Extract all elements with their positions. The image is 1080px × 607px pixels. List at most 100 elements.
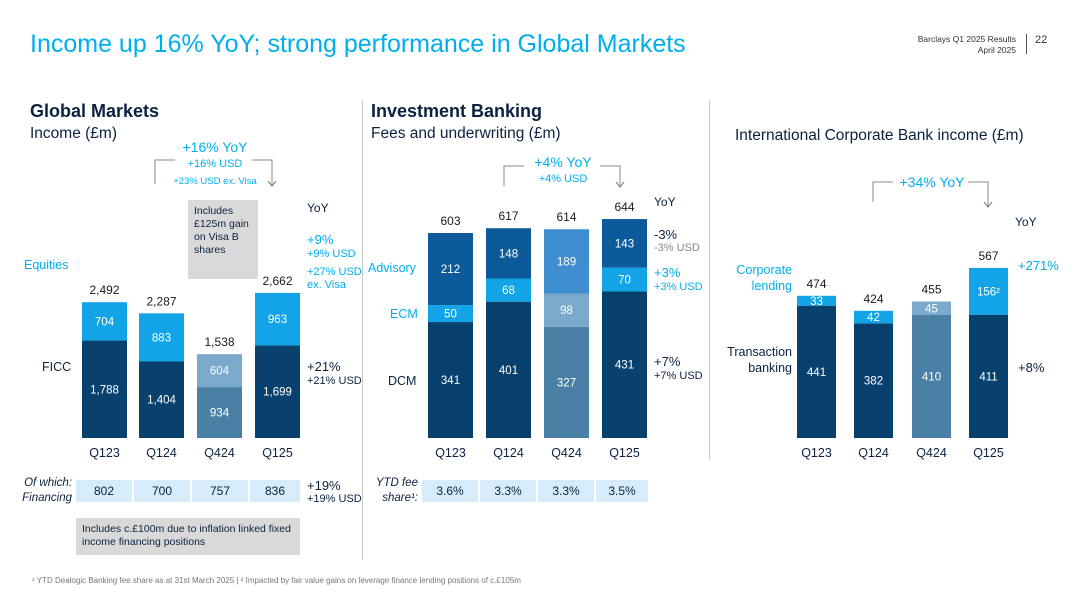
gm-yoy-usd-ex: +23% USD ex. Visa — [173, 176, 257, 187]
icb-bar-corporate-lending-3 — [969, 267, 1008, 315]
gm-yoy-headline: +16% YoY — [182, 139, 248, 155]
gm-value-label-equities-2: 604 — [210, 366, 230, 378]
section-divider — [709, 100, 710, 460]
ib-subheading: Fees and underwriting (£m) — [371, 125, 561, 142]
gm-fin-yoy: +19% — [307, 478, 341, 493]
gm-value-label-ficc-2: 934 — [210, 408, 230, 420]
icb-total-label-3: 567 — [978, 249, 998, 263]
page-title: Income up 16% YoY; strong performance in… — [30, 30, 686, 58]
gm-value-label-equities-0: 704 — [95, 316, 115, 328]
ib-total-label-1: 617 — [498, 209, 518, 223]
ib-bar-advisory-3 — [602, 219, 647, 268]
icb-row-corporate: Corporate lending — [736, 263, 792, 293]
ib-share-cell-3: 3.5% — [596, 480, 648, 502]
ib-bar-advisory-1 — [486, 228, 531, 279]
ib-share-label: YTD fee share¹: — [375, 477, 418, 504]
icb-total-label-0: 474 — [806, 277, 826, 291]
ib-ecm-yoy-usd: +3% USD — [654, 281, 703, 293]
icb-value-label-transaction-banking-2: 410 — [922, 372, 941, 384]
icb-corp-yoy: +271% — [1018, 258, 1059, 273]
gm-bar-equities-3 — [255, 292, 300, 346]
gm-fin-cell-1: 700 — [134, 480, 190, 502]
ib-bar-ecm-1 — [486, 278, 531, 302]
gm-bar-ficc-0 — [82, 340, 127, 438]
ib-value-label-advisory-0: 212 — [441, 264, 460, 276]
icb-bar-transaction-banking-3 — [969, 314, 1008, 438]
gm-fin-cell-3: 836 — [250, 480, 300, 502]
ib-bar-advisory-0 — [428, 232, 473, 306]
page-number: 22 — [1026, 34, 1047, 54]
ib-value-label-advisory-2: 189 — [557, 256, 576, 268]
gm-total-label-0: 2,492 — [89, 283, 119, 297]
ib-category-label-3: Q125 — [609, 446, 640, 460]
ib-yoy-headline: +4% YoY — [534, 154, 592, 170]
report-date: April 2025 — [977, 45, 1016, 55]
ib-row-ecm: ECM — [390, 307, 418, 321]
ib-yoy-bracket-arrowhead — [615, 181, 625, 188]
ib-value-label-dcm-0: 341 — [441, 375, 460, 387]
icb-chart: 441 382 410 411 33 42 45 156² 474 424 455 567 Q123 Q1… — [797, 249, 1008, 460]
ib-share-cell-2: 3.3% — [538, 480, 594, 502]
gm-value-label-ficc-1: 1,404 — [147, 395, 176, 407]
gm-category-label-3: Q125 — [262, 446, 293, 460]
gm-eq-yoy-usd-ex: +27% USD ex. Visa — [307, 266, 362, 291]
icb-value-label-corporate-lending-1: 42 — [867, 312, 880, 324]
section-divider — [362, 100, 363, 560]
ib-adv-yoy: -3% — [654, 227, 678, 242]
gm-row-ficc: FICC — [42, 360, 72, 374]
ib-adv-yoy-usd: -3% USD — [654, 242, 700, 254]
gm-eq-yoy-usd: +9% USD — [307, 248, 356, 260]
ib-value-label-ecm-1: 68 — [502, 285, 515, 297]
ib-bar-ecm-0 — [428, 305, 473, 323]
ib-bar-dcm-1 — [486, 301, 531, 438]
gm-eq-yoy: +9% — [307, 232, 334, 247]
yoy-brackets — [154, 159, 993, 208]
ib-value-label-advisory-1: 148 — [499, 248, 518, 260]
ib-value-label-dcm-1: 401 — [499, 365, 518, 377]
icb-row-transaction: Transaction banking — [727, 345, 792, 375]
ib-value-label-ecm-3: 70 — [618, 275, 631, 287]
icb-bar-transaction-banking-1 — [854, 323, 893, 438]
icb-category-label-2: Q424 — [916, 446, 947, 460]
gm-value-label-equities-1: 883 — [152, 332, 171, 344]
gm-category-label-2: Q424 — [204, 446, 235, 460]
gm-total-label-3: 2,662 — [262, 274, 292, 288]
ib-ecm-yoy: +3% — [654, 265, 681, 280]
gm-bar-equities-2 — [197, 354, 242, 388]
icb-value-label-transaction-banking-0: 441 — [807, 367, 826, 379]
gm-subheading: Income (£m) — [30, 125, 117, 142]
ib-category-label-2: Q424 — [551, 446, 582, 460]
ib-value-label-ecm-2: 98 — [560, 305, 573, 317]
icb-value-label-transaction-banking-1: 382 — [864, 376, 883, 388]
icb-bar-transaction-banking-0 — [797, 305, 836, 438]
ib-value-label-advisory-3: 143 — [615, 238, 634, 250]
icb-value-label-corporate-lending-0: 33 — [810, 296, 823, 308]
ib-yoy-bracket — [503, 165, 621, 187]
gm-visa-callout: Includes £125m gain on Visa B shares — [188, 200, 258, 279]
ib-dcm-yoy-usd: +7% USD — [654, 370, 703, 382]
ib-value-label-ecm-0: 50 — [444, 309, 457, 321]
ib-row-advisory: Advisory — [368, 261, 416, 275]
gm-total-label-2: 1,538 — [204, 335, 234, 349]
icb-category-label-0: Q123 — [801, 446, 832, 460]
gm-value-label-ficc-3: 1,699 — [263, 387, 292, 399]
ib-total-label-2: 614 — [556, 210, 576, 224]
gm-value-label-equities-3: 963 — [268, 314, 287, 326]
gm-bar-equities-0 — [82, 302, 127, 341]
ib-total-label-0: 603 — [440, 214, 460, 228]
icb-category-label-3: Q125 — [973, 446, 1004, 460]
gm-yoy-bracket-arrowhead — [267, 180, 277, 187]
icb-bar-corporate-lending-1 — [854, 310, 893, 324]
ib-chart: 341 401 327 431 50 68 98 70 212 148 189 143 603 617 61… — [428, 200, 647, 460]
icb-value-label-corporate-lending-2: 45 — [925, 303, 938, 315]
gm-category-label-1: Q124 — [146, 446, 177, 460]
gm-ficc-yoy: +21% — [307, 359, 341, 374]
ib-category-label-0: Q123 — [435, 446, 466, 460]
gm-fin-yoy-usd: +19% USD — [307, 493, 362, 505]
ib-bar-dcm-3 — [602, 291, 647, 438]
ib-value-label-dcm-3: 431 — [615, 360, 634, 372]
icb-yoy-label: YoY — [1015, 215, 1037, 229]
ib-yoy-label: YoY — [654, 195, 676, 209]
icb-total-label-1: 424 — [863, 292, 883, 306]
